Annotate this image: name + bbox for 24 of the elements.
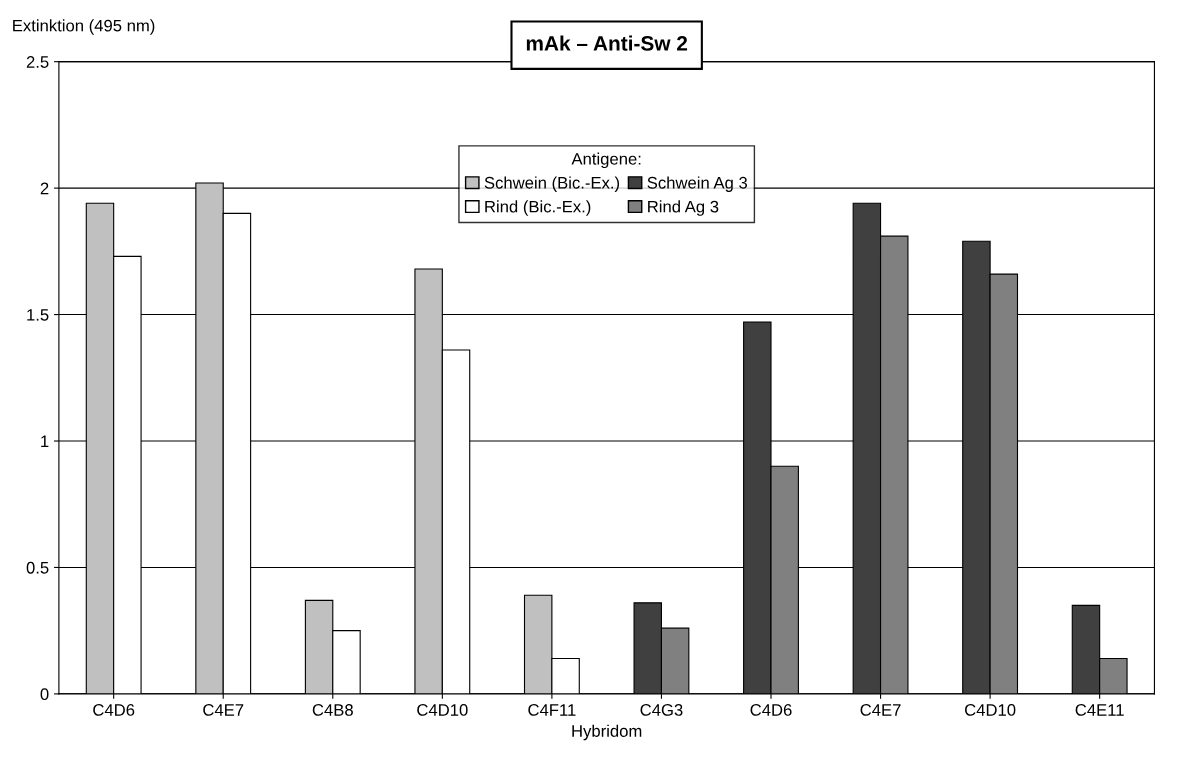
x-axis-title: Hybridom <box>572 724 642 741</box>
x-tick-label: C4D6 <box>750 704 792 716</box>
y-tick-label: 0.5 <box>26 561 49 574</box>
legend-label: Rind Ag 3 <box>648 200 719 216</box>
legend-label: Schwein (Bic.-Ex.) <box>484 176 620 192</box>
chart-title: mAk – Anti-Sw 2 <box>526 35 688 51</box>
x-tick-label: C4E7 <box>203 704 244 716</box>
x-tick-label: C4D10 <box>417 704 468 716</box>
x-tick-label: C4D10 <box>965 704 1016 716</box>
y-tick-label: 1 <box>41 435 49 448</box>
legend-label: Rind (Bic.-Ex.) <box>485 200 591 216</box>
y-tick-label: 0 <box>40 688 49 701</box>
y-tick-label: 2.5 <box>26 56 49 68</box>
legend-label: Schwein Ag 3 <box>647 176 748 192</box>
y-axis-title: Extinktion (495 nm) <box>13 19 155 35</box>
y-tick-label: 2 <box>40 182 49 195</box>
x-tick-label: C4B8 <box>312 704 353 716</box>
y-tick-label: 1.5 <box>27 309 49 321</box>
x-tick-label: C4E7 <box>860 704 901 716</box>
x-tick-label: C4G3 <box>640 704 683 716</box>
x-tick-label: C4F11 <box>528 704 576 716</box>
legend-title: Antigene: <box>571 152 641 169</box>
x-tick-label: C4E11 <box>1075 704 1124 716</box>
x-tick-label: C4D6 <box>93 704 135 716</box>
